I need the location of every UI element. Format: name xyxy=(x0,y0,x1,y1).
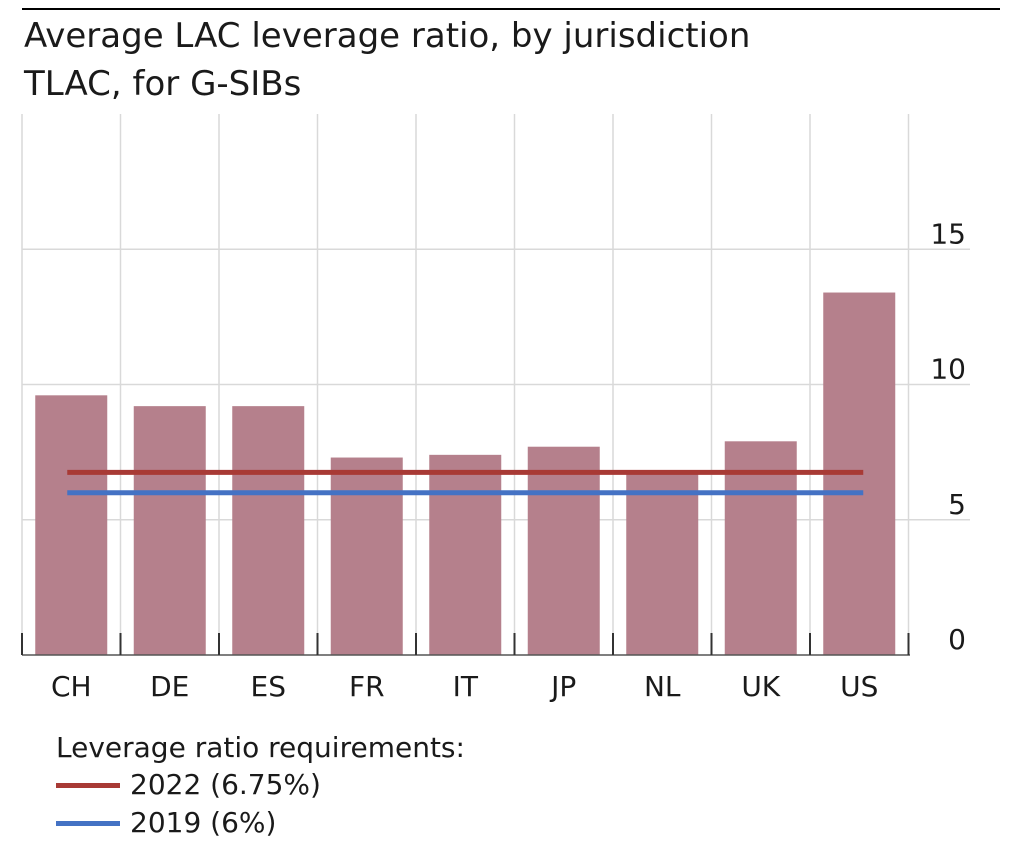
legend-label-2022: 2022 (6.75%) xyxy=(130,768,321,801)
legend-item-2019: 2019 (6%) xyxy=(56,804,465,842)
x-tick-label: ES xyxy=(251,670,286,703)
y-axis: 0 5 10 15 xyxy=(930,217,966,656)
y-tick-label: 0 xyxy=(948,623,966,656)
bar-ch xyxy=(35,395,108,655)
x-tick-label: DE xyxy=(150,670,189,703)
legend-heading: Leverage ratio requirements: xyxy=(56,731,465,764)
legend-swatch-2022 xyxy=(56,783,120,788)
top-rule xyxy=(22,8,1000,10)
bar-jp xyxy=(527,446,600,655)
legend: Leverage ratio requirements: 2022 (6.75%… xyxy=(56,730,465,842)
bar-it xyxy=(429,454,502,655)
x-tick-label: UK xyxy=(741,670,780,703)
x-tick-label: JP xyxy=(549,670,576,703)
chart-subtitle: TLAC, for G-SIBs xyxy=(24,64,302,104)
chart-area: 0 5 10 15 CH DE ES FR IT JP NL UK US xyxy=(21,114,970,703)
bar-es xyxy=(232,406,305,655)
legend-item-2022: 2022 (6.75%) xyxy=(56,766,465,804)
bar-uk xyxy=(724,441,797,655)
x-tick-label: NL xyxy=(644,670,681,703)
bar-nl xyxy=(626,473,699,655)
x-tick-labels: CH DE ES FR IT JP NL UK US xyxy=(51,670,878,703)
x-tick-label: CH xyxy=(51,670,92,703)
reference-lines xyxy=(67,469,864,496)
x-tick-label: US xyxy=(840,670,878,703)
x-tick-label: IT xyxy=(453,670,479,703)
x-axis xyxy=(21,633,910,656)
y-tick-label: 15 xyxy=(930,217,966,250)
chart-title: Average LAC leverage ratio, by jurisdict… xyxy=(24,16,751,56)
bar-de xyxy=(133,406,206,655)
x-tick-label: FR xyxy=(349,670,385,703)
legend-swatch-2019 xyxy=(56,821,120,826)
y-tick-label: 10 xyxy=(930,353,966,386)
bar-fr xyxy=(330,457,403,655)
y-tick-label: 5 xyxy=(948,488,966,521)
legend-label-2019: 2019 (6%) xyxy=(130,806,277,839)
